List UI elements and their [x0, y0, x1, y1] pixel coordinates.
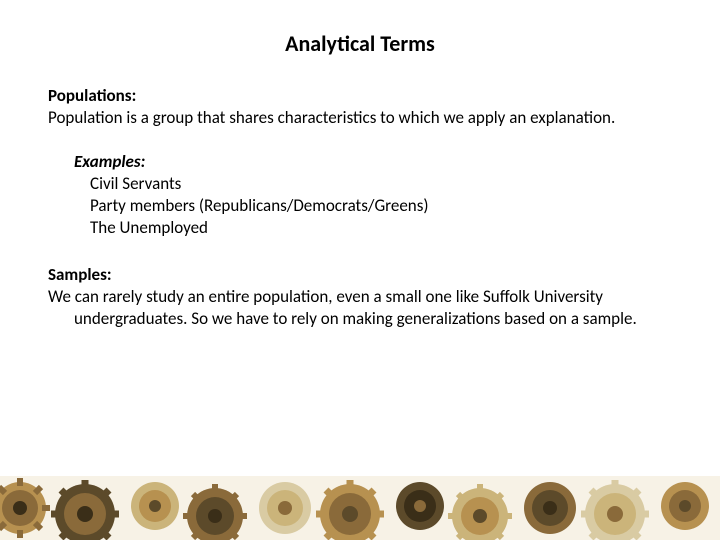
samples-text: We can rarely study an entire population… — [48, 286, 672, 330]
example-item: Civil Servants — [74, 173, 672, 195]
examples-label: Examples: — [74, 151, 672, 173]
populations-text: Population is a group that shares charac… — [48, 107, 672, 129]
samples-line: We can rarely study an entire population… — [48, 286, 637, 329]
slide-container: Analytical Terms Populations: Population… — [0, 0, 720, 540]
populations-label: Populations: — [48, 85, 672, 107]
example-item: The Unemployed — [74, 217, 672, 239]
samples-block: Samples: We can rarely study an entire p… — [48, 264, 672, 330]
populations-block: Populations: Population is a group that … — [48, 85, 672, 129]
gears-decoration — [0, 476, 720, 540]
samples-label: Samples: — [48, 264, 672, 286]
examples-block: Examples: Civil Servants Party members (… — [48, 151, 672, 239]
populations-line: Population is a group that shares charac… — [48, 107, 615, 128]
slide-title: Analytical Terms — [48, 30, 672, 57]
gears-icon — [0, 476, 720, 540]
example-item: Party members (Republicans/Democrats/Gre… — [74, 195, 672, 217]
